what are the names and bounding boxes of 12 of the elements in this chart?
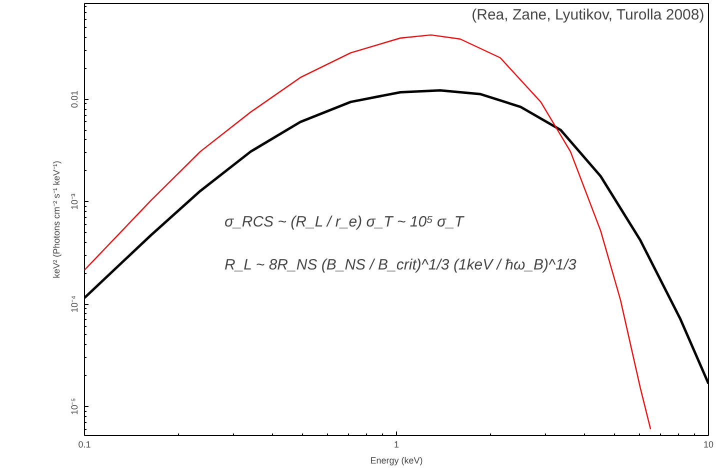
annotation: R_L ~ 8R_NS (B_NS / B_crit)^1/3 (1keV / ħω_B)^1/3 [224, 256, 578, 274]
y-tick-label: 0.01 [70, 90, 80, 108]
y-tick-label: 10⁻⁴ [70, 295, 80, 312]
annotation: (Rea, Zane, Lyutikov, Turolla 2008) [472, 6, 704, 24]
annotation: σ_RCS ~ (R_L / r_e) σ_T ~ 10⁵ σ_T [224, 214, 466, 230]
y-tick-label: 10⁻⁵ [70, 398, 80, 415]
y-tick-label: 10⁻³ [70, 194, 80, 210]
x-tick-label: 1 [394, 440, 400, 450]
x-tick-label: 10 [703, 440, 714, 450]
y-axis-title: keV² (Photons cm⁻² s⁻¹ keV⁻¹) [52, 160, 62, 278]
x-tick-label: 0.1 [78, 440, 91, 450]
x-axis-title: Energy (keV) [370, 456, 423, 466]
